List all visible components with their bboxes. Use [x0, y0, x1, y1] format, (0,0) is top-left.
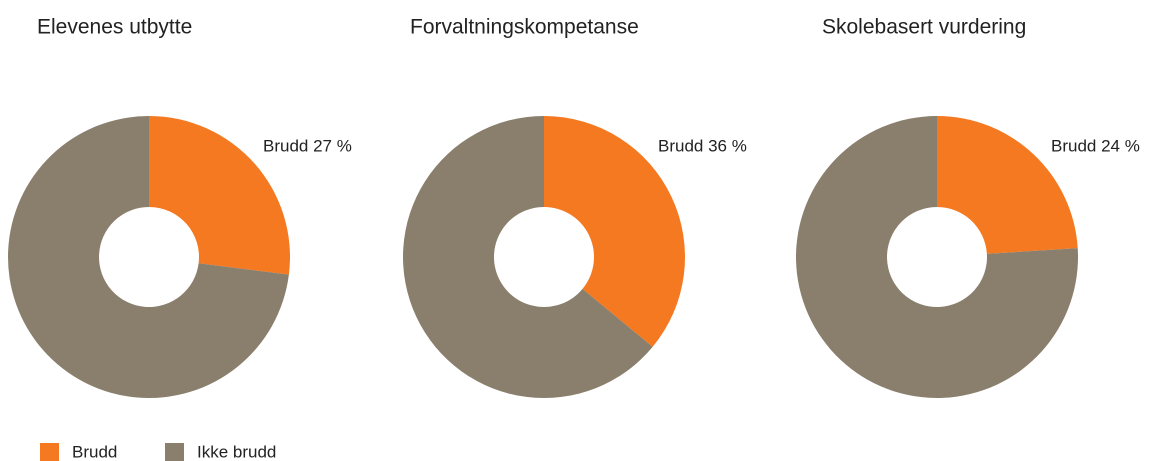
- donut-slice: [402, 116, 653, 399]
- donut-slice: [796, 116, 1078, 398]
- donut-slice: [544, 116, 685, 347]
- data-label: Brudd 27 %: [263, 136, 352, 155]
- legend-swatch: [40, 443, 59, 461]
- donut-slice: [8, 116, 289, 399]
- data-label: Brudd 24 %: [1051, 136, 1140, 155]
- legend-label: Ikke brudd: [197, 442, 276, 461]
- chart-title: Elevenes utbytte: [37, 16, 192, 39]
- legend-swatch: [165, 443, 184, 461]
- legend-label: Brudd: [72, 442, 117, 461]
- chart-title: Forvaltningskompetanse: [410, 16, 639, 39]
- donut-slice: [149, 116, 291, 275]
- data-label: Brudd 36 %: [658, 136, 747, 155]
- chart-title: Skolebasert vurdering: [822, 16, 1026, 39]
- donut-slice: [937, 116, 1078, 254]
